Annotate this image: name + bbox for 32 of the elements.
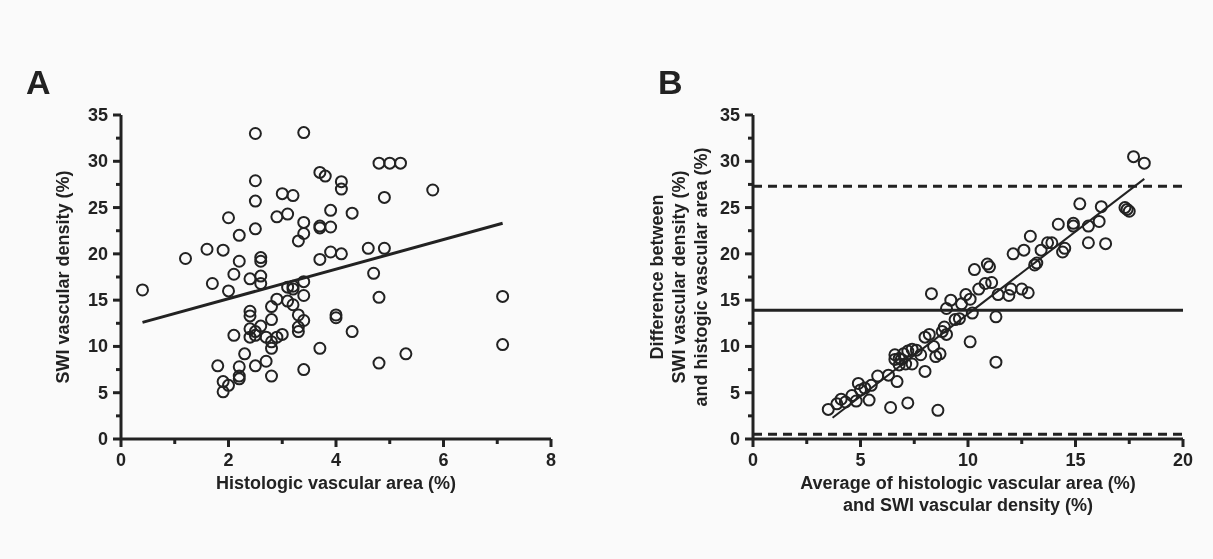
y-tick-label: 5: [97, 382, 108, 403]
x-tick-label: 4: [330, 450, 342, 470]
y-tick-label: 25: [719, 197, 740, 218]
chart-title: B: [658, 63, 683, 101]
y-tick-label: 5: [729, 382, 740, 403]
x-tick-label: 15: [1065, 450, 1086, 470]
y-tick-label: 0: [97, 429, 108, 449]
y-tick-label: 15: [719, 290, 740, 311]
x-axis-title: Histologic vascular area (%): [215, 473, 457, 493]
y-tick-label: 10: [87, 336, 108, 357]
x-axis-title: Average of histologic vascular area (%) and SWI vascular density (%): [800, 473, 1136, 515]
y-tick-label: 0: [729, 429, 740, 449]
y-tick-label: 20: [87, 243, 108, 264]
x-tick-label: 5: [855, 450, 866, 470]
y-tick-label: 30: [719, 151, 740, 172]
x-tick-label: 20: [1172, 450, 1194, 470]
y-axis-title: Difference between SWI vascular density (%) and histogic vascular area (%): [647, 147, 711, 407]
x-tick-label: 0: [747, 450, 759, 470]
y-tick-label: 20: [719, 243, 740, 264]
x-tick-label: 6: [438, 450, 449, 470]
y-axis-title: SWI vascular density (%): [53, 170, 73, 384]
x-tick-label: 0: [115, 450, 127, 470]
chart-title: A: [26, 63, 51, 101]
y-tick-label: 35: [719, 105, 740, 125]
y-tick-label: 25: [87, 197, 108, 218]
y-tick-label: 10: [719, 336, 740, 357]
y-tick-label: 30: [87, 151, 108, 172]
y-tick-label: 35: [87, 105, 108, 125]
x-tick-label: 8: [545, 450, 557, 470]
y-tick-label: 15: [87, 290, 108, 311]
x-tick-label: 2: [223, 450, 234, 470]
x-tick-label: 10: [957, 450, 979, 470]
